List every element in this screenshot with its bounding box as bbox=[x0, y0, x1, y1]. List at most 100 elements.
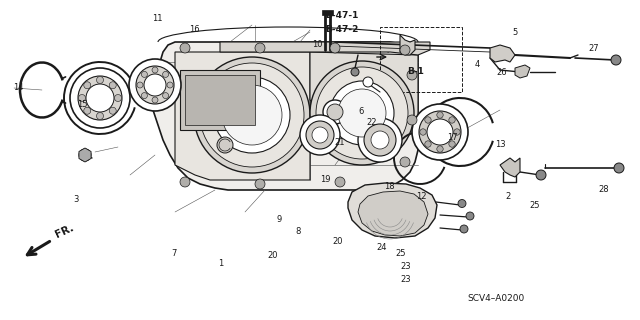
Circle shape bbox=[425, 141, 431, 147]
Circle shape bbox=[152, 67, 158, 73]
Text: 24: 24 bbox=[376, 243, 387, 252]
Circle shape bbox=[460, 225, 468, 233]
Circle shape bbox=[97, 113, 104, 119]
Bar bbox=[180, 70, 260, 130]
Circle shape bbox=[255, 179, 265, 189]
Text: 25: 25 bbox=[529, 201, 540, 210]
Text: 21: 21 bbox=[335, 138, 345, 147]
Text: 20: 20 bbox=[268, 251, 278, 260]
Circle shape bbox=[194, 57, 310, 173]
Circle shape bbox=[437, 112, 443, 118]
Polygon shape bbox=[500, 158, 520, 177]
Circle shape bbox=[420, 129, 426, 135]
Text: 4: 4 bbox=[475, 60, 480, 69]
Circle shape bbox=[300, 115, 340, 155]
Polygon shape bbox=[175, 52, 310, 180]
Text: 26: 26 bbox=[496, 68, 507, 76]
Circle shape bbox=[400, 45, 410, 55]
Circle shape bbox=[84, 82, 91, 89]
Text: 22: 22 bbox=[367, 118, 377, 127]
Circle shape bbox=[407, 115, 417, 125]
Polygon shape bbox=[515, 65, 530, 78]
Text: 25: 25 bbox=[396, 249, 406, 258]
Circle shape bbox=[437, 146, 443, 152]
Text: 12: 12 bbox=[416, 192, 426, 201]
Circle shape bbox=[144, 74, 166, 96]
Text: 8: 8 bbox=[296, 227, 301, 236]
Circle shape bbox=[330, 81, 394, 145]
Circle shape bbox=[163, 71, 168, 77]
Circle shape bbox=[217, 137, 233, 153]
Circle shape bbox=[425, 117, 431, 123]
Circle shape bbox=[115, 94, 122, 101]
Circle shape bbox=[323, 100, 347, 124]
Circle shape bbox=[136, 66, 174, 104]
Text: FR.: FR. bbox=[54, 223, 76, 240]
Polygon shape bbox=[152, 42, 418, 190]
Text: 9: 9 bbox=[276, 215, 282, 224]
Text: 15: 15 bbox=[77, 100, 87, 109]
Circle shape bbox=[141, 92, 147, 99]
Text: 18: 18 bbox=[384, 182, 395, 191]
Polygon shape bbox=[400, 35, 415, 55]
Circle shape bbox=[335, 177, 345, 187]
Circle shape bbox=[141, 71, 147, 77]
Circle shape bbox=[449, 117, 455, 123]
Circle shape bbox=[330, 43, 340, 53]
Circle shape bbox=[614, 163, 624, 173]
Circle shape bbox=[371, 131, 389, 149]
Text: 19: 19 bbox=[320, 175, 330, 184]
Polygon shape bbox=[358, 191, 428, 236]
Circle shape bbox=[458, 199, 466, 207]
Circle shape bbox=[255, 43, 265, 53]
Circle shape bbox=[180, 43, 190, 53]
Circle shape bbox=[152, 97, 158, 103]
Polygon shape bbox=[310, 52, 418, 120]
Bar bbox=[380, 27, 462, 92]
Bar bbox=[185, 75, 255, 125]
Circle shape bbox=[536, 170, 546, 180]
Circle shape bbox=[163, 92, 168, 99]
Circle shape bbox=[316, 67, 408, 159]
Circle shape bbox=[180, 177, 190, 187]
Circle shape bbox=[454, 129, 460, 135]
Text: 28: 28 bbox=[598, 185, 609, 194]
Text: 27: 27 bbox=[589, 44, 600, 53]
Circle shape bbox=[407, 70, 417, 80]
Circle shape bbox=[79, 149, 91, 161]
Polygon shape bbox=[490, 45, 515, 62]
Circle shape bbox=[70, 68, 130, 128]
Text: 20: 20 bbox=[333, 237, 343, 246]
Text: 5: 5 bbox=[512, 28, 517, 36]
Text: 7: 7 bbox=[172, 249, 177, 258]
Circle shape bbox=[222, 85, 282, 145]
Circle shape bbox=[79, 94, 86, 101]
Text: 11: 11 bbox=[152, 14, 163, 23]
Text: 6: 6 bbox=[358, 107, 364, 116]
Circle shape bbox=[306, 121, 334, 149]
Circle shape bbox=[363, 77, 373, 87]
Circle shape bbox=[78, 76, 122, 120]
Circle shape bbox=[200, 63, 304, 167]
Polygon shape bbox=[348, 183, 437, 238]
Text: 17: 17 bbox=[447, 133, 458, 142]
Text: SCV4–A0200: SCV4–A0200 bbox=[467, 294, 524, 303]
Circle shape bbox=[310, 61, 414, 165]
Circle shape bbox=[167, 82, 173, 88]
Polygon shape bbox=[322, 10, 333, 15]
Polygon shape bbox=[79, 148, 91, 162]
Text: 13: 13 bbox=[495, 140, 506, 149]
Circle shape bbox=[419, 111, 461, 153]
Text: 2: 2 bbox=[506, 192, 511, 201]
Circle shape bbox=[109, 107, 116, 114]
Circle shape bbox=[312, 127, 328, 143]
Text: 23: 23 bbox=[400, 262, 411, 271]
Circle shape bbox=[466, 212, 474, 220]
Circle shape bbox=[97, 76, 104, 84]
Circle shape bbox=[86, 84, 114, 112]
Circle shape bbox=[427, 119, 453, 145]
Polygon shape bbox=[220, 42, 430, 55]
Circle shape bbox=[364, 124, 396, 156]
Text: 23: 23 bbox=[400, 275, 411, 284]
Text: 1: 1 bbox=[218, 260, 223, 268]
